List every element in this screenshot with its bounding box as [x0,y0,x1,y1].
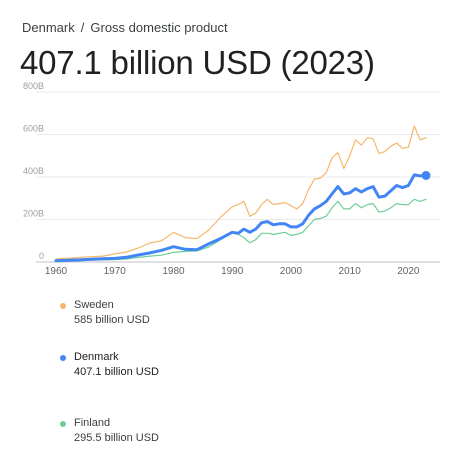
x-tick-label-1970: 1970 [104,266,127,277]
page-title: 407.1 billion USD (2023) [20,44,375,81]
breadcrumb-separator: / [80,20,85,35]
gdp-line-chart[interactable]: 0 200B 400B 600B 800B 1960 1970 1980 1990 2000 20… [0,80,455,280]
y-tick-label-200b: 200B [23,209,44,219]
series-lines [54,125,428,263]
breadcrumb-metric: Gross domestic product [90,20,228,35]
x-tick-label-2000: 2000 [280,266,303,277]
y-tick-label-800b: 800B [23,81,44,91]
breadcrumb-country[interactable]: Denmark [22,20,75,35]
x-tick-label-1980: 1980 [162,266,185,277]
legend-name-finland: Finland [74,417,111,429]
series-endpoint-denmark [421,170,431,180]
x-tick-label-2010: 2010 [339,266,362,277]
legend-value-finland: 295.5 billion USD [74,432,159,444]
legend-dot-sweden [60,303,66,309]
x-tick-label-2020: 2020 [397,266,420,277]
grid-lines [36,91,440,263]
x-tick-label-1990: 1990 [221,266,244,277]
legend-dot-finland [60,421,66,427]
breadcrumb: Denmark / Gross domestic product [22,20,228,35]
y-axis-tick-labels: 0 200B 400B 600B 800B [23,81,44,261]
legend-name-denmark: Denmark [74,351,119,363]
y-tick-label-600b: 600B [23,124,44,134]
legend-value-sweden: 585 billion USD [74,314,150,326]
y-tick-label-0: 0 [39,251,44,261]
y-tick-label-400b: 400B [23,166,44,176]
x-axis-tick-labels: 1960 1970 1980 1990 2000 2010 2020 [45,266,420,277]
series-line-sweden [55,125,427,260]
series-line-denmark [54,173,428,263]
legend-value-denmark: 407.1 billion USD [74,366,159,378]
legend-dot-denmark [60,355,66,361]
legend-name-sweden: Sweden [74,299,114,311]
x-tick-label-1960: 1960 [45,266,68,277]
series-line-finland [55,198,427,262]
series-markers [421,170,431,180]
